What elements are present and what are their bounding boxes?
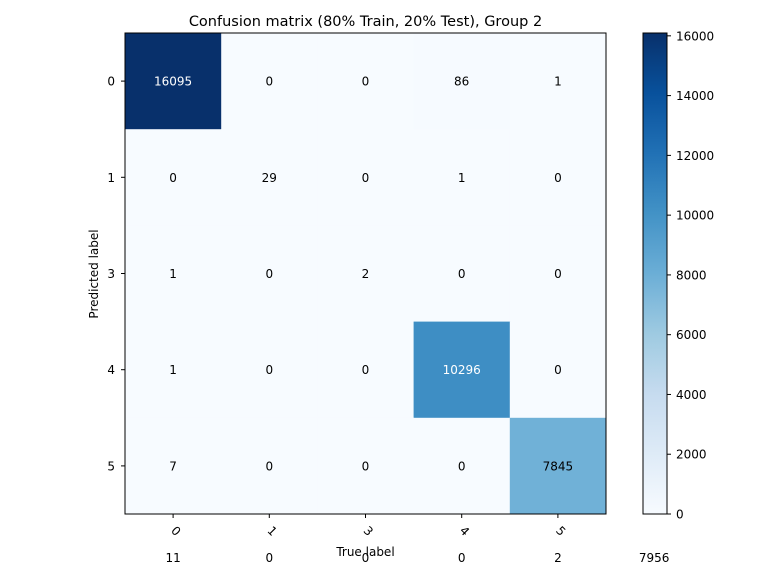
cell-value-label: 16095	[154, 75, 192, 89]
y-tick-label: 0	[107, 75, 115, 89]
heatmap-cell	[413, 129, 511, 226]
x-tick-label: 3	[361, 524, 376, 539]
cell-value-label: 0	[265, 75, 273, 89]
cell-value-label: 1	[169, 267, 177, 281]
y-axis-label: Predicted label	[87, 229, 101, 318]
overflow-value: 11	[165, 551, 180, 565]
overflow-value: 2	[554, 551, 562, 565]
heatmap-cell	[125, 225, 222, 323]
cell-value-label: 1	[458, 171, 466, 185]
heatmap-cell	[221, 321, 318, 419]
cell-value-label: 0	[362, 363, 370, 377]
cell-value-label: 0	[265, 267, 273, 281]
overflow-value: 7956	[639, 551, 670, 565]
colorbar-tick-label: 8000	[676, 268, 707, 282]
heatmap-cell	[509, 225, 607, 323]
heatmap-cell	[413, 321, 511, 419]
heatmap-cell	[221, 417, 318, 515]
heatmap-cell	[125, 129, 222, 226]
y-tick-label: 1	[107, 171, 115, 185]
heatmap-cell	[509, 33, 607, 130]
cell-value-label: 0	[265, 363, 273, 377]
heatmap-cell	[221, 129, 318, 226]
chart-title: Confusion matrix (80% Train, 20% Test), …	[189, 14, 542, 30]
cell-value-label: 2	[362, 267, 370, 281]
cell-value-label: 0	[362, 75, 370, 89]
colorbar-tick-label: 12000	[676, 149, 714, 163]
cell-value-label: 0	[554, 267, 562, 281]
x-tick-label: 1	[264, 524, 279, 539]
x-tick-label: 4	[457, 524, 472, 539]
cell-value-label: 10296	[443, 363, 481, 377]
colorbar-ticks: 0 2000 4000 6000 8000 10000 12000 14000 16000	[667, 29, 714, 522]
cell-value-label: 0	[458, 459, 466, 473]
heatmap-cell	[413, 225, 511, 323]
cell-value-label: 0	[554, 171, 562, 185]
colorbar-tick-label: 4000	[676, 388, 707, 402]
colorbar-tick-label: 6000	[676, 328, 707, 342]
heatmap-cell	[413, 417, 511, 515]
heatmap-cell	[317, 33, 415, 130]
cell-value-label: 0	[362, 459, 370, 473]
x-axis-label: True label	[335, 545, 394, 559]
cell-value-label: 7845	[543, 459, 574, 473]
heatmap-cell	[509, 129, 607, 226]
y-tick-label: 5	[107, 459, 115, 473]
heatmap-cell	[317, 225, 415, 323]
heatmap-cell	[413, 33, 511, 130]
colorbar-tick-label: 16000	[676, 29, 714, 43]
cell-value-label: 0	[169, 171, 177, 185]
colorbar-tick-label: 10000	[676, 209, 714, 223]
heatmap-cell	[509, 417, 607, 515]
y-tick-label: 4	[107, 363, 115, 377]
heatmap-cell	[317, 129, 415, 226]
y-tick-label: 3	[107, 267, 115, 281]
heatmap-cell	[317, 321, 415, 419]
cell-value-label: 29	[262, 171, 277, 185]
heatmap-cell	[317, 417, 415, 515]
x-axis-ticks: 0 1 3 4 5	[168, 514, 568, 539]
cell-value-label: 1	[554, 75, 562, 89]
cell-value-label: 0	[265, 459, 273, 473]
cell-value-label: 0	[554, 363, 562, 377]
heatmap-cell	[125, 417, 222, 515]
colorbar-tick-label: 14000	[676, 89, 714, 103]
y-axis-ticks: 0 1 3 4 5	[107, 75, 125, 473]
colorbar-tick-label: 0	[676, 508, 684, 522]
heatmap-cell	[221, 33, 318, 130]
x-tick-label: 0	[168, 524, 183, 539]
cell-value-label: 1	[169, 363, 177, 377]
overflow-value: 0	[265, 551, 273, 565]
heatmap-cell	[509, 321, 607, 419]
colorbar-tick-label: 2000	[676, 448, 707, 462]
colorbar	[642, 32, 668, 515]
heatmap-cell	[125, 33, 222, 130]
cell-value-label: 7	[169, 459, 177, 473]
overflow-value: 0	[362, 551, 370, 565]
heatmap-cell	[221, 225, 318, 323]
overflow-value: 0	[458, 551, 466, 565]
heatmap-cells: 16095 0 0 86 1 0 29 0 1 0 1 0 2 0 0 1 0 0 10296 0 7 0 0 0 7845	[125, 33, 607, 515]
cell-value-label: 0	[458, 267, 466, 281]
heatmap-cell	[125, 321, 222, 419]
cell-value-label: 0	[362, 171, 370, 185]
x-tick-label: 5	[553, 524, 568, 539]
overflow-row: 11 0 0 0 2 7956	[165, 551, 669, 565]
cell-value-label: 86	[454, 75, 469, 89]
